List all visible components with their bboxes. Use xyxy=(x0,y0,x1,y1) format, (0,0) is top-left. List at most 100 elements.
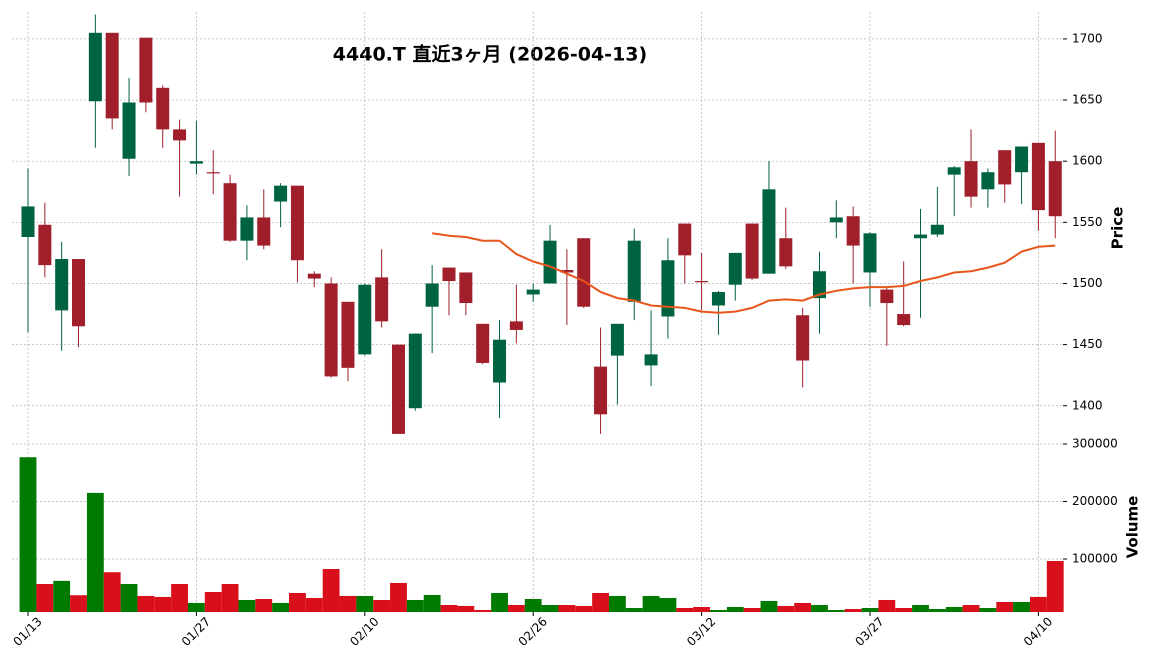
volume-bar xyxy=(524,599,542,612)
candle-body xyxy=(375,277,389,322)
volume-bar xyxy=(272,602,290,612)
volume-bar xyxy=(289,592,306,612)
volume-bar xyxy=(322,569,340,612)
candle-body xyxy=(796,315,810,361)
volume-bar xyxy=(305,597,323,612)
candle-body xyxy=(812,271,826,299)
volume-bar xyxy=(339,595,357,612)
volume-bar xyxy=(710,609,727,612)
volume-bar xyxy=(507,604,525,612)
volume-bar xyxy=(406,599,424,612)
candle-body xyxy=(1015,146,1029,173)
price-tick-label: 1550 xyxy=(1072,215,1103,229)
volume-bar xyxy=(423,594,441,612)
volume-bar xyxy=(137,595,155,612)
candle-body xyxy=(139,37,153,103)
price-tick-label: 1400 xyxy=(1072,398,1103,412)
volume-bar xyxy=(912,604,929,612)
candle-body xyxy=(21,206,35,238)
candle-body xyxy=(627,240,641,302)
candle-body xyxy=(678,223,692,256)
candle-body xyxy=(914,234,928,239)
candle-body xyxy=(610,323,624,356)
volume-bar xyxy=(36,584,54,612)
x-tick-label: 01/13 xyxy=(10,614,44,648)
candle-body xyxy=(257,217,271,246)
candle-body xyxy=(745,223,759,279)
volume-bar xyxy=(962,604,980,612)
volume-bar xyxy=(86,492,104,612)
candle-body xyxy=(509,321,523,330)
candle-body xyxy=(594,366,608,415)
volume-bar xyxy=(221,584,239,612)
candle-body xyxy=(930,224,944,235)
volume-bar xyxy=(928,609,946,612)
chart-title: 4440.T 直近3ヶ月 (2026-04-13) xyxy=(333,43,647,66)
volume-bar xyxy=(255,599,273,612)
volume-bar xyxy=(726,606,744,612)
candle-body xyxy=(55,259,69,311)
price-tick-label: 1450 xyxy=(1072,337,1103,351)
volume-bar xyxy=(693,606,711,612)
volume-bar xyxy=(120,584,138,612)
volume-bar xyxy=(861,607,879,612)
candle-body xyxy=(189,161,203,164)
volume-bar xyxy=(760,600,778,612)
candle-body xyxy=(223,183,237,241)
volume-bar xyxy=(979,607,997,612)
volume-bar xyxy=(474,609,492,612)
x-tick-label: 03/27 xyxy=(852,614,886,648)
candle-body xyxy=(307,273,321,279)
volume-bar xyxy=(794,602,812,612)
volume-bar xyxy=(356,595,374,612)
volume-bar xyxy=(440,604,458,612)
volume-bar xyxy=(491,592,508,612)
volume-bar xyxy=(827,609,845,612)
candle-body xyxy=(173,129,187,141)
volume-bar xyxy=(642,595,660,612)
volume-bar xyxy=(608,595,626,612)
candle-body xyxy=(290,185,304,261)
candle-body xyxy=(358,284,372,355)
volume-bar xyxy=(1046,561,1064,612)
volume-bar xyxy=(187,602,205,612)
volume-bar xyxy=(878,599,896,612)
candle-body xyxy=(998,150,1012,185)
candle-body xyxy=(661,260,675,317)
candle-body xyxy=(779,238,793,267)
candle-body xyxy=(1048,161,1062,217)
x-tick-label: 03/12 xyxy=(684,614,718,648)
candle-body xyxy=(711,292,725,306)
volume-bar xyxy=(659,597,677,612)
candle-body xyxy=(408,333,422,409)
price-tick-label: 1650 xyxy=(1072,93,1103,107)
candle-body xyxy=(493,339,507,383)
price-tick-label: 1500 xyxy=(1072,276,1103,290)
candle-body xyxy=(560,270,574,273)
candle-body xyxy=(880,289,894,304)
volume-bar xyxy=(592,592,609,612)
price-tick-label: 1600 xyxy=(1072,154,1103,168)
volume-bar xyxy=(541,604,559,612)
volume-bar xyxy=(558,604,576,612)
volume-bar xyxy=(996,601,1014,612)
candle-body xyxy=(206,172,220,174)
volume-tick-label: 100000 xyxy=(1072,551,1118,565)
candle-body xyxy=(72,259,86,327)
candle-body xyxy=(846,216,860,246)
candle-body xyxy=(897,314,911,326)
candle-body xyxy=(947,167,961,175)
volume-bar xyxy=(70,595,87,612)
price-tick-label: 1700 xyxy=(1072,31,1103,45)
candle-body xyxy=(425,283,439,307)
volume-bar xyxy=(1013,601,1030,612)
candle-body xyxy=(105,32,119,119)
volume-bar xyxy=(53,580,71,612)
candle-body xyxy=(964,161,978,197)
candle-body xyxy=(459,272,473,304)
candle-body xyxy=(728,252,742,285)
candle-body xyxy=(341,301,355,368)
candle-body xyxy=(476,323,490,363)
volume-bar xyxy=(743,607,761,612)
